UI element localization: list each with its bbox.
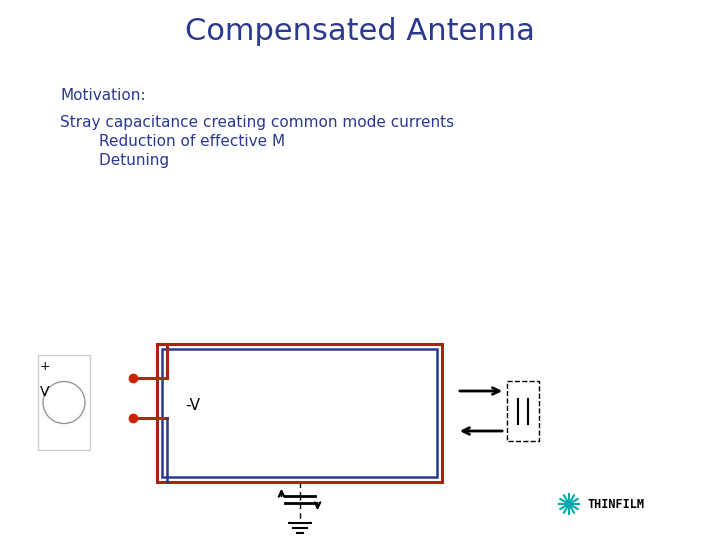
Text: Reduction of effective M: Reduction of effective M	[60, 134, 285, 149]
Bar	[38, 355, 90, 450]
Text: V: V	[40, 385, 50, 399]
Text: THINFILM: THINFILM	[587, 497, 644, 510]
Text: Stray capacitance creating common mode currents: Stray capacitance creating common mode c…	[60, 115, 454, 130]
Text: Motivation:: Motivation:	[60, 88, 145, 103]
Text: +: +	[40, 360, 50, 373]
Bar	[157, 344, 442, 482]
Bar	[162, 349, 437, 477]
Text: Detuning: Detuning	[60, 153, 169, 168]
Text: -V: -V	[185, 397, 200, 413]
Text: Compensated Antenna: Compensated Antenna	[185, 17, 535, 46]
Circle shape	[43, 381, 85, 423]
Bar	[507, 381, 539, 441]
